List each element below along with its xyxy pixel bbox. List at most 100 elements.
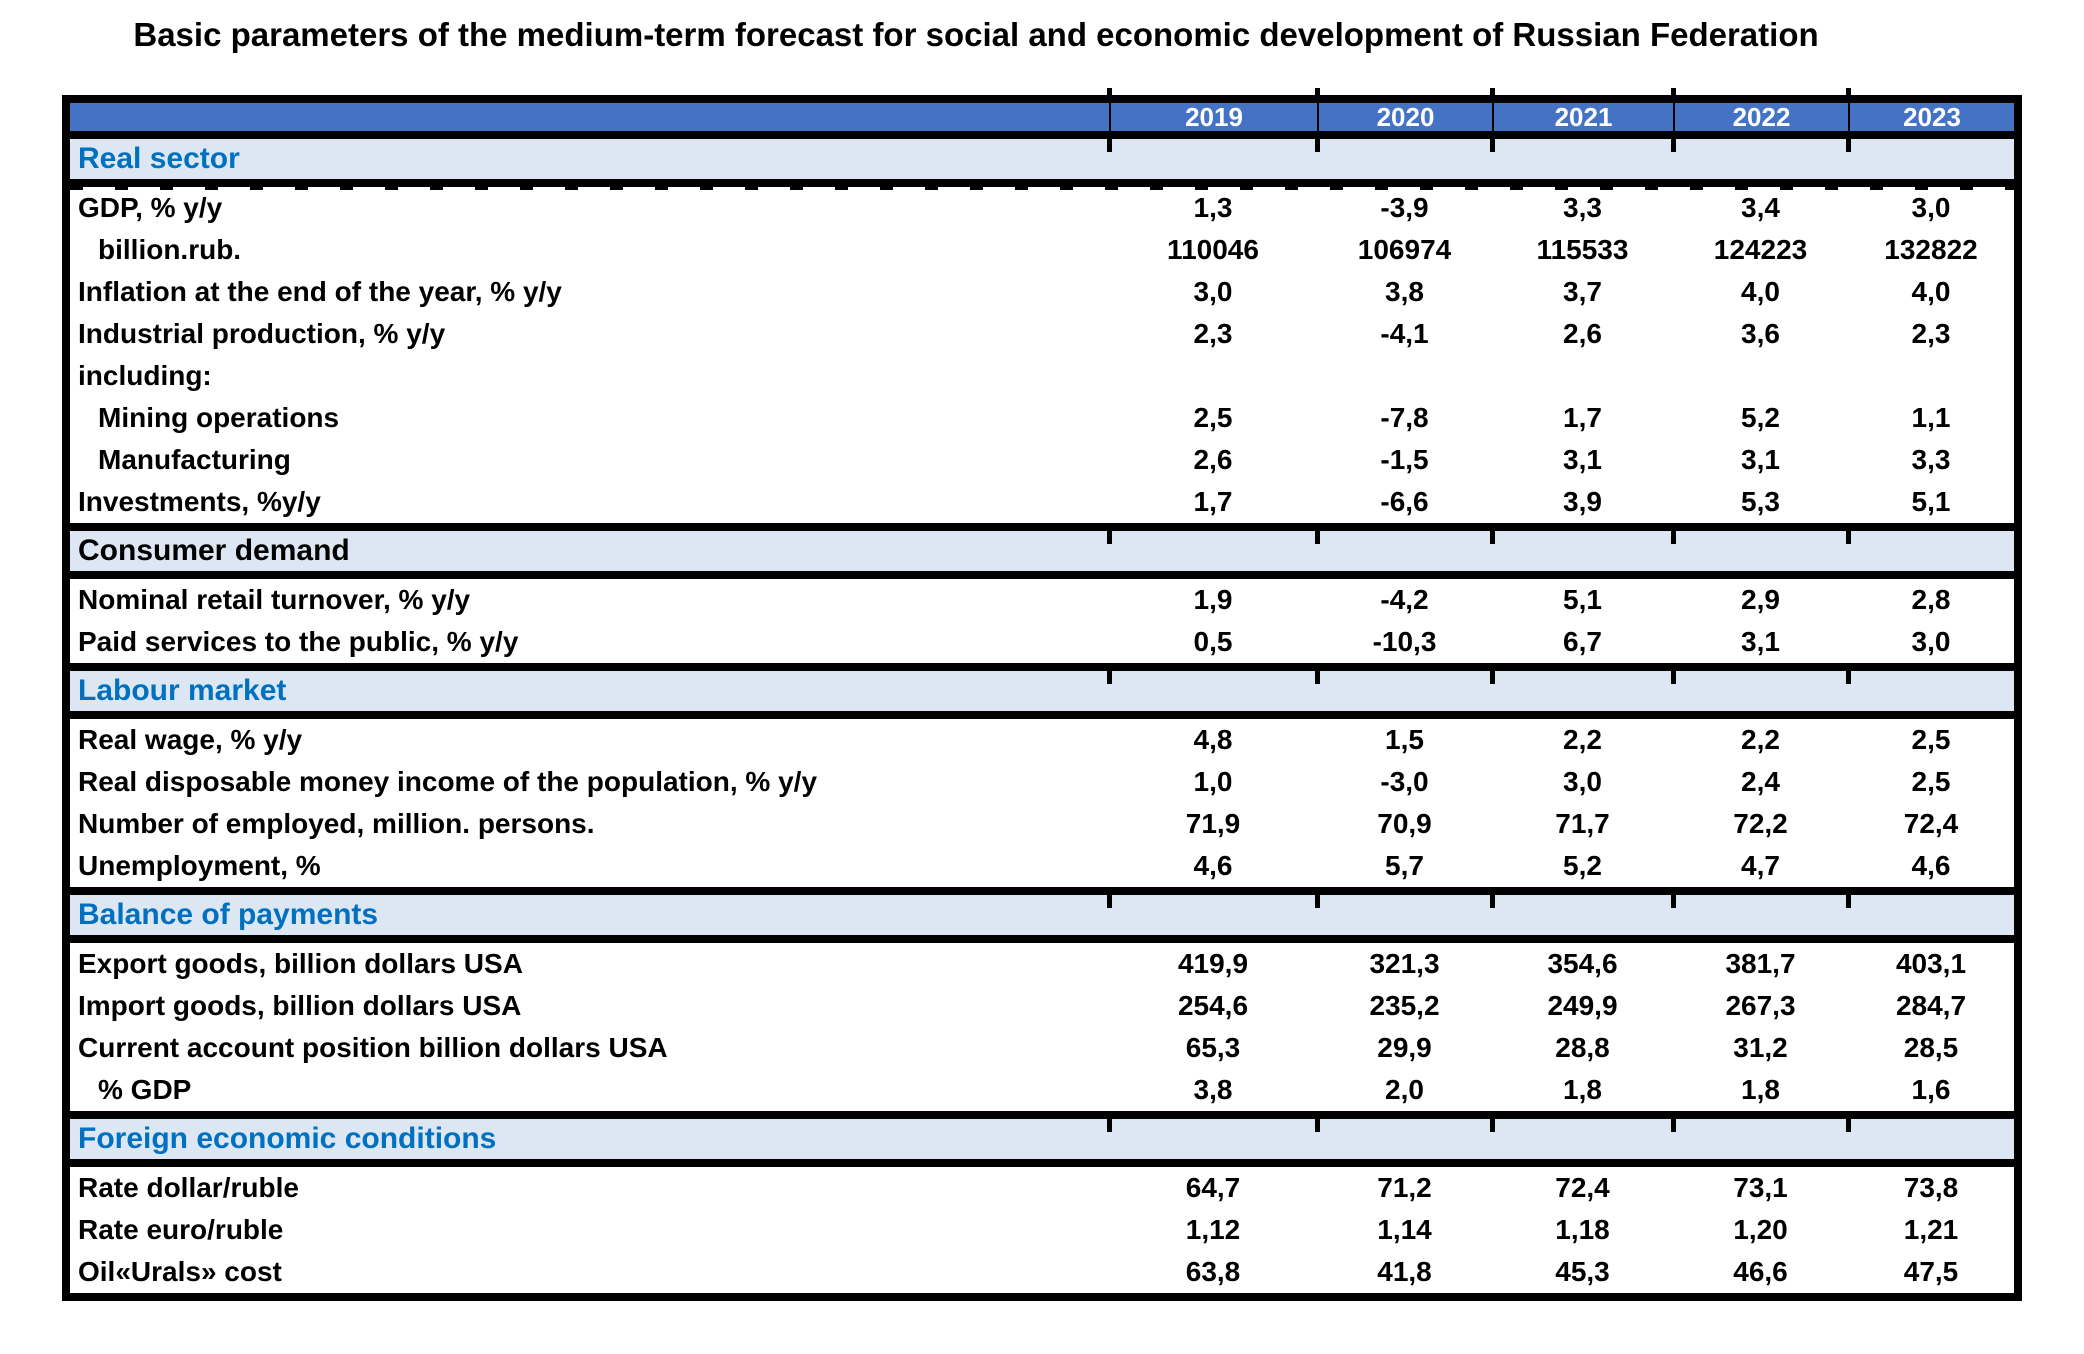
forecast-table: 2019 2020 2021 2022 2023 Real sector GDP,…	[62, 95, 2022, 1301]
row-label: Manufacturing	[98, 444, 291, 475]
value-cell: -3,0	[1380, 766, 1429, 797]
value-cell: 1,8	[1563, 1074, 1602, 1105]
value-cell: 110046	[1167, 234, 1259, 265]
column-divider-tick	[1846, 671, 1851, 684]
table-row: Number of employed, million. persons. 71,…	[70, 803, 2014, 845]
row-label: Current account position billion dollars…	[78, 1032, 668, 1063]
value-cell: 72,4	[1555, 1172, 1610, 1203]
value-cell: 5,7	[1385, 850, 1424, 881]
column-divider-tick	[1846, 531, 1851, 544]
column-divider-tick	[1315, 671, 1320, 684]
table-row: Rate euro/ruble 1,12 1,14 1,18 1,20 1,21	[70, 1209, 2014, 1251]
value-cell: -3,9	[1380, 192, 1429, 223]
table-row: Inflation at the end of the year, % y/y 3…	[70, 271, 2014, 313]
header-bottom-border	[70, 131, 2014, 139]
value-cell: 3,0	[1563, 766, 1602, 797]
value-cell: 45,3	[1555, 1256, 1610, 1287]
value-cell: 5,2	[1741, 402, 1780, 433]
value-cell: 28,5	[1903, 1032, 1959, 1063]
section-label: Real sector	[78, 142, 240, 175]
column-divider-tick	[1490, 531, 1495, 544]
row-label: Real wage, % y/y	[78, 724, 303, 755]
value-cell: 29,9	[1377, 1032, 1432, 1063]
column-divider-tick	[1671, 139, 1676, 152]
value-cell: -6,6	[1380, 486, 1429, 517]
table-row: Import goods, billion dollars USA 254,6 23…	[70, 985, 2014, 1027]
table-row: Manufacturing 2,6 -1,5 3,1 3,1 3,3	[70, 439, 2014, 481]
value-cell: 4,8	[1193, 724, 1233, 755]
value-cell: 2,4	[1741, 766, 1780, 797]
value-cell: 115533	[1536, 234, 1629, 265]
value-cell: 3,0	[1911, 626, 1951, 657]
table-row: Current account position billion dollars…	[70, 1027, 2014, 1069]
value-cell: 65,3	[1185, 1032, 1241, 1063]
value-cell: 1,1	[1911, 402, 1951, 433]
value-cell: 419,9	[1177, 948, 1249, 979]
value-cell: 6,7	[1563, 626, 1602, 657]
section-border	[70, 887, 2014, 895]
value-cell: 2,2	[1741, 724, 1780, 755]
value-cell: 284,7	[1895, 990, 1967, 1021]
column-divider-tick	[1315, 88, 1320, 95]
value-cell: 2,8	[1911, 584, 1951, 615]
value-cell: 1,9	[1193, 584, 1233, 615]
column-divider-tick	[1490, 139, 1495, 152]
value-cell: 403,1	[1895, 948, 1967, 979]
value-cell: 1,7	[1563, 402, 1602, 433]
value-cell: 4,7	[1741, 850, 1780, 881]
year-header-2019: 2019	[1109, 103, 1317, 131]
value-cell: 71,7	[1555, 808, 1610, 839]
section-border	[70, 711, 2014, 719]
table-row: billion.rub. 110046 106974 115533 124223 1328…	[70, 229, 2014, 271]
year-header-2023: 2023	[1848, 103, 2014, 131]
row-label: Rate dollar/ruble	[78, 1172, 299, 1203]
value-cell: 3,3	[1563, 192, 1602, 223]
value-cell: 267,3	[1725, 990, 1796, 1021]
section-row: Labour market	[70, 671, 2014, 711]
value-cell: 1,18	[1555, 1214, 1610, 1245]
table-row: Industrial production, % y/y 2,3 -4,1 2,6 3,…	[70, 313, 2014, 355]
value-cell: 2,0	[1385, 1074, 1424, 1105]
row-label: Real disposable money income of the popu…	[78, 766, 818, 797]
row-label: Industrial production, % y/y	[78, 318, 446, 349]
value-cell: 4,6	[1193, 850, 1233, 881]
value-cell: 2,5	[1911, 766, 1951, 797]
value-cell: 28,8	[1555, 1032, 1610, 1063]
column-divider-tick	[1107, 139, 1112, 152]
column-divider-tick	[1107, 671, 1112, 684]
column-divider-tick	[1490, 1119, 1495, 1132]
value-cell: 5,2	[1563, 850, 1602, 881]
value-cell: 1,3	[1193, 192, 1233, 223]
section-border	[70, 935, 2014, 943]
value-cell: 31,2	[1733, 1032, 1788, 1063]
section-row: Foreign economic conditions	[70, 1119, 2014, 1159]
value-cell: 5,3	[1741, 486, 1780, 517]
column-divider-tick	[1846, 88, 1851, 95]
value-cell: 1,20	[1733, 1214, 1788, 1245]
column-divider-tick	[1490, 895, 1495, 908]
table-row: Mining operations 2,5 -7,8 1,7 5,2 1,1	[70, 397, 2014, 439]
value-cell: 3,1	[1741, 626, 1780, 657]
year-header-2021: 2021	[1492, 103, 1673, 131]
table-row: Real disposable money income of the popu…	[70, 761, 2014, 803]
table-header-row: 2019 2020 2021 2022 2023	[70, 103, 2014, 131]
value-cell: 254,6	[1177, 990, 1249, 1021]
table-row: % GDP 3,8 2,0 1,8 1,8 1,6	[70, 1069, 2014, 1111]
value-cell: 3,3	[1911, 444, 1951, 475]
value-cell: 63,8	[1185, 1256, 1241, 1287]
column-divider-tick	[1671, 671, 1676, 684]
row-label: Unemployment, %	[78, 850, 321, 881]
value-cell: 1,12	[1185, 1214, 1241, 1245]
value-cell: 5,1	[1911, 486, 1951, 517]
column-divider-tick	[1490, 88, 1495, 95]
value-cell: 72,2	[1733, 808, 1788, 839]
column-divider-tick	[1107, 88, 1112, 95]
value-cell: 1,5	[1385, 724, 1424, 755]
value-cell: -1,5	[1380, 444, 1429, 475]
value-cell: 1,6	[1911, 1074, 1951, 1105]
value-cell: 4,0	[1911, 276, 1951, 307]
table-row: Investments, %y/y 1,7 -6,6 3,9 5,3 5,1	[70, 481, 2014, 523]
value-cell: 124223	[1713, 234, 1808, 265]
row-label: Paid services to the public, % y/y	[78, 626, 519, 657]
section-border	[70, 1111, 2014, 1119]
